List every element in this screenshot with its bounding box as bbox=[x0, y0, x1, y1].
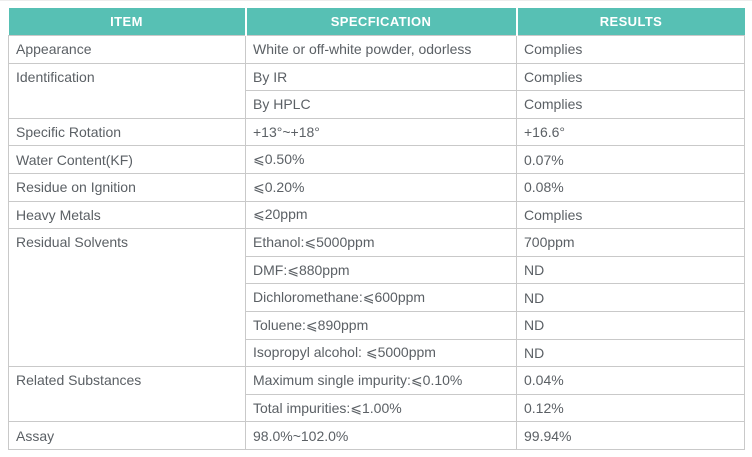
table-row: Specific Rotation +13°~+18° +16.6° bbox=[8, 117, 745, 147]
spec-cell: +13°~+18° bbox=[245, 117, 517, 147]
table-row: Identification By IR Complies bbox=[8, 62, 745, 119]
spec-cell: By HPLC bbox=[245, 90, 517, 119]
result-cell: 0.08% bbox=[516, 172, 745, 202]
table-row: Heavy Metals ⩽20ppm Complies bbox=[8, 200, 745, 230]
table-row: DMF:⩽880ppm ND bbox=[9, 255, 745, 285]
spec-cell: Ethanol:⩽5000ppm bbox=[245, 228, 517, 257]
spec-cell: Total impurities:⩽1.00% bbox=[245, 393, 517, 423]
spec-cell: Isopropyl alcohol: ⩽5000ppm bbox=[245, 338, 517, 368]
result-cell: 0.04% bbox=[516, 366, 745, 395]
table-row: Dichloromethane:⩽600ppm ND bbox=[9, 283, 745, 312]
spec-cell: ⩽20ppm bbox=[245, 200, 517, 230]
item-cell: Related Substances bbox=[8, 366, 246, 423]
spec-cell: ⩽0.20% bbox=[245, 172, 517, 202]
spec-cell: ⩽0.50% bbox=[245, 145, 517, 174]
table-row: Related Substances Maximum single impuri… bbox=[8, 366, 745, 423]
result-cell: ND bbox=[516, 255, 745, 285]
column-header-specification: SPECFICATION bbox=[244, 8, 517, 36]
result-cell: 0.12% bbox=[516, 393, 745, 423]
result-cell: 0.07% bbox=[516, 145, 745, 174]
table-row: Water Content(KF) ⩽0.50% 0.07% bbox=[8, 145, 745, 174]
specification-table: ITEM SPECFICATION RESULTS Appearance Whi… bbox=[8, 8, 745, 450]
table-row: Appearance White or off-white powder, od… bbox=[8, 35, 745, 64]
table-row: Residual Solvents Ethanol:⩽5000ppm 700pp… bbox=[8, 228, 745, 368]
result-cell: Complies bbox=[516, 90, 745, 119]
item-cell: Heavy Metals bbox=[8, 200, 246, 230]
item-cell: Identification bbox=[8, 62, 246, 119]
table-row: Isopropyl alcohol: ⩽5000ppm ND bbox=[9, 338, 745, 368]
table-row: By HPLC Complies bbox=[9, 90, 745, 119]
spec-cell: Dichloromethane:⩽600ppm bbox=[245, 283, 517, 312]
item-cell: Assay bbox=[8, 421, 246, 450]
table-row: Residue on Ignition ⩽0.20% 0.08% bbox=[8, 172, 745, 202]
spec-cell: By IR bbox=[245, 62, 517, 92]
table-row: Total impurities:⩽1.00% 0.12% bbox=[9, 393, 745, 423]
result-cell: 99.94% bbox=[516, 421, 745, 450]
column-header-results: RESULTS bbox=[515, 8, 745, 36]
result-cell: +16.6° bbox=[516, 117, 745, 147]
result-cell: ND bbox=[516, 283, 745, 312]
table-body: Appearance White or off-white powder, od… bbox=[8, 35, 745, 450]
result-cell: Complies bbox=[516, 35, 745, 64]
page-top-divider bbox=[0, 0, 752, 1]
spec-cell: White or off-white powder, odorless bbox=[245, 35, 517, 64]
item-cell: Water Content(KF) bbox=[8, 145, 246, 174]
table-row: Assay 98.0%~102.0% 99.94% bbox=[8, 421, 745, 450]
spec-cell: 98.0%~102.0% bbox=[245, 421, 517, 450]
item-cell: Appearance bbox=[8, 35, 246, 64]
spec-cell: DMF:⩽880ppm bbox=[245, 255, 517, 285]
table-header: ITEM SPECFICATION RESULTS bbox=[8, 8, 745, 36]
table-row: Toluene:⩽890ppm ND bbox=[9, 310, 745, 340]
column-header-item: ITEM bbox=[8, 8, 246, 36]
item-cell: Residual Solvents bbox=[8, 228, 246, 368]
header-row: ITEM SPECFICATION RESULTS bbox=[8, 8, 745, 36]
result-cell: Complies bbox=[516, 200, 745, 230]
result-cell: ND bbox=[516, 310, 745, 340]
result-cell: Complies bbox=[516, 62, 745, 92]
spec-cell: Toluene:⩽890ppm bbox=[245, 310, 517, 340]
spec-cell: Maximum single impurity:⩽0.10% bbox=[245, 366, 517, 395]
result-cell: ND bbox=[516, 338, 745, 368]
item-cell: Specific Rotation bbox=[8, 117, 246, 147]
item-cell: Residue on Ignition bbox=[8, 172, 246, 202]
result-cell: 700ppm bbox=[516, 228, 745, 257]
